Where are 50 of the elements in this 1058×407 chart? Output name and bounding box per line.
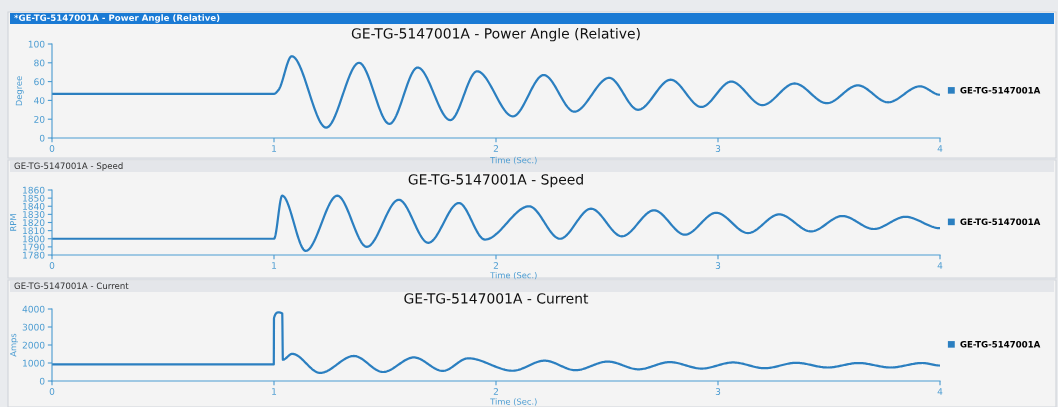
text: GE-TG-5147001A - Current: [14, 282, 129, 289]
text: *GE-TG-5147001A - Power Angle (Relative): [14, 14, 220, 23]
x-axis-title: Time (Sec.): [490, 398, 537, 406]
x-tick-label: 2: [493, 145, 498, 152]
y-tick-label: 40: [34, 97, 45, 104]
chart-title: GE-TG-5147001A - Speed: [408, 173, 583, 188]
text: GE-TG-5147001A - Speed: [14, 162, 123, 171]
y-tick-label: 1790: [23, 243, 45, 251]
y-tick-label: 0: [39, 377, 45, 385]
y-tick-label: 3000: [22, 323, 45, 331]
x-tick-label: 0: [49, 388, 55, 395]
x-tick-label: 4: [937, 388, 943, 395]
y-axis-title: Amps: [10, 333, 18, 357]
x-tick-label: 3: [715, 388, 721, 395]
x-tick-label: 0: [49, 262, 55, 269]
x-axis-title: Time (Sec.): [490, 156, 537, 165]
x-tick-label: 2: [493, 262, 498, 269]
legend-label: GE-TG-5147001A: [960, 218, 1041, 225]
x-tick-label: 1: [272, 145, 277, 152]
y-tick-label: 4000: [22, 305, 45, 313]
y-tick-label: 60: [34, 78, 45, 86]
x-tick-label: 1: [272, 388, 277, 395]
x-tick-label: 3: [715, 145, 721, 152]
x-tick-label: 3: [715, 262, 721, 269]
legend-label: GE-TG-5147001A: [960, 340, 1041, 348]
y-tick-label: 0: [39, 134, 45, 142]
y-tick-label: 1800: [23, 235, 45, 243]
x-tick-label: 1: [272, 262, 277, 269]
y-tick-label: 1850: [23, 194, 45, 202]
y-tick-label: 1840: [23, 202, 45, 210]
y-tick-label: 1820: [23, 219, 45, 227]
x-tick-label: 4: [937, 145, 943, 152]
x-tick-label: 0: [49, 145, 55, 152]
x-axis-title: Time (Sec.): [490, 271, 537, 280]
y-tick-label: 1830: [23, 211, 45, 218]
x-tick-label: 4: [937, 262, 943, 269]
y-tick-label: 100: [28, 40, 45, 48]
legend-label: GE-TG-5147001A: [960, 86, 1041, 94]
y-tick-label: 2000: [22, 341, 45, 349]
y-tick-label: 80: [34, 59, 45, 67]
y-tick-label: 1000: [23, 359, 45, 367]
chart-title: GE-TG-5147001A - Current: [404, 293, 589, 304]
y-tick-label: 1860: [23, 186, 45, 194]
y-tick-label: 1810: [23, 227, 45, 235]
y-tick-label: 20: [34, 115, 45, 123]
y-tick-label: 1780: [23, 251, 45, 259]
y-axis-title: Degree: [15, 76, 24, 106]
chart-title: GE-TG-5147001A - Power Angle (Relative): [351, 27, 640, 42]
y-axis-title: RPM: [10, 214, 17, 231]
x-tick-label: 2: [493, 388, 498, 395]
